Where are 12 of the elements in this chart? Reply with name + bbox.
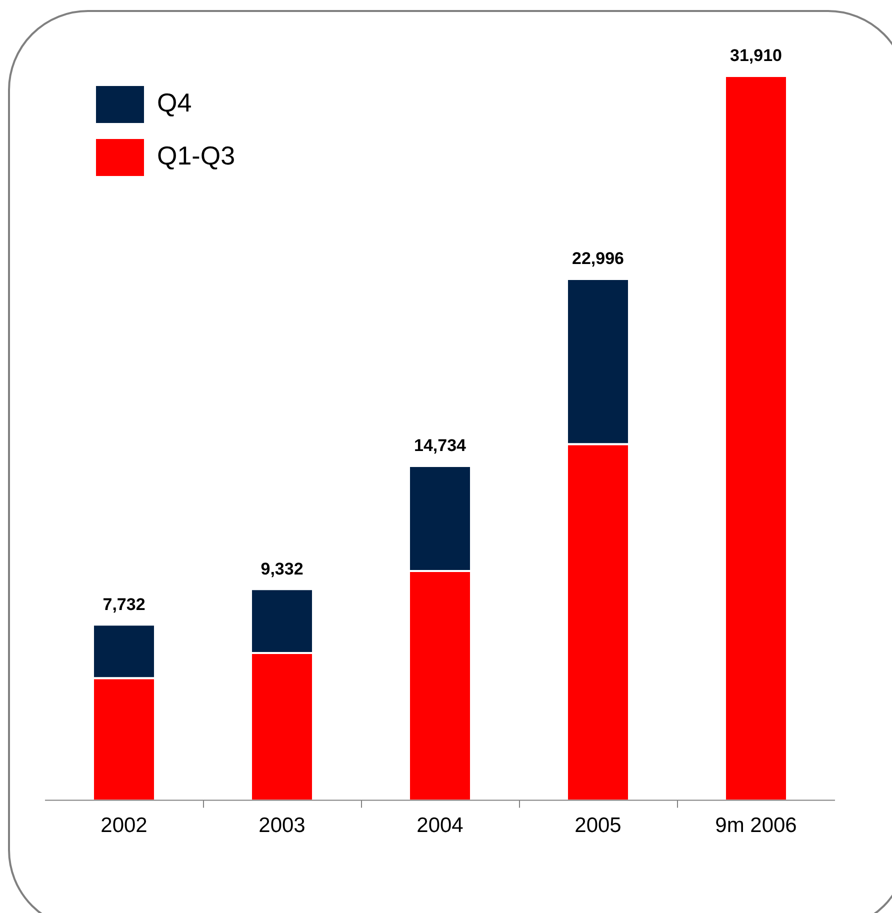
x-tick-label: 2004 <box>416 814 464 838</box>
x-tick-label: 2005 <box>574 814 622 838</box>
x-tick-label: 2002 <box>100 814 148 838</box>
legend-label: Q1-Q3 <box>157 140 236 171</box>
annotation: 7,732 <box>102 594 146 614</box>
annotation: 9,332 <box>260 559 304 578</box>
annotation: 31,910 <box>730 46 782 66</box>
x-tick-label: 2003 <box>258 814 306 838</box>
annotation: 22,996 <box>572 249 624 268</box>
legend-label: Q4 <box>157 88 192 118</box>
annotation: 14,734 <box>414 436 467 456</box>
x-tick-label: 9m 2006 <box>715 814 797 838</box>
